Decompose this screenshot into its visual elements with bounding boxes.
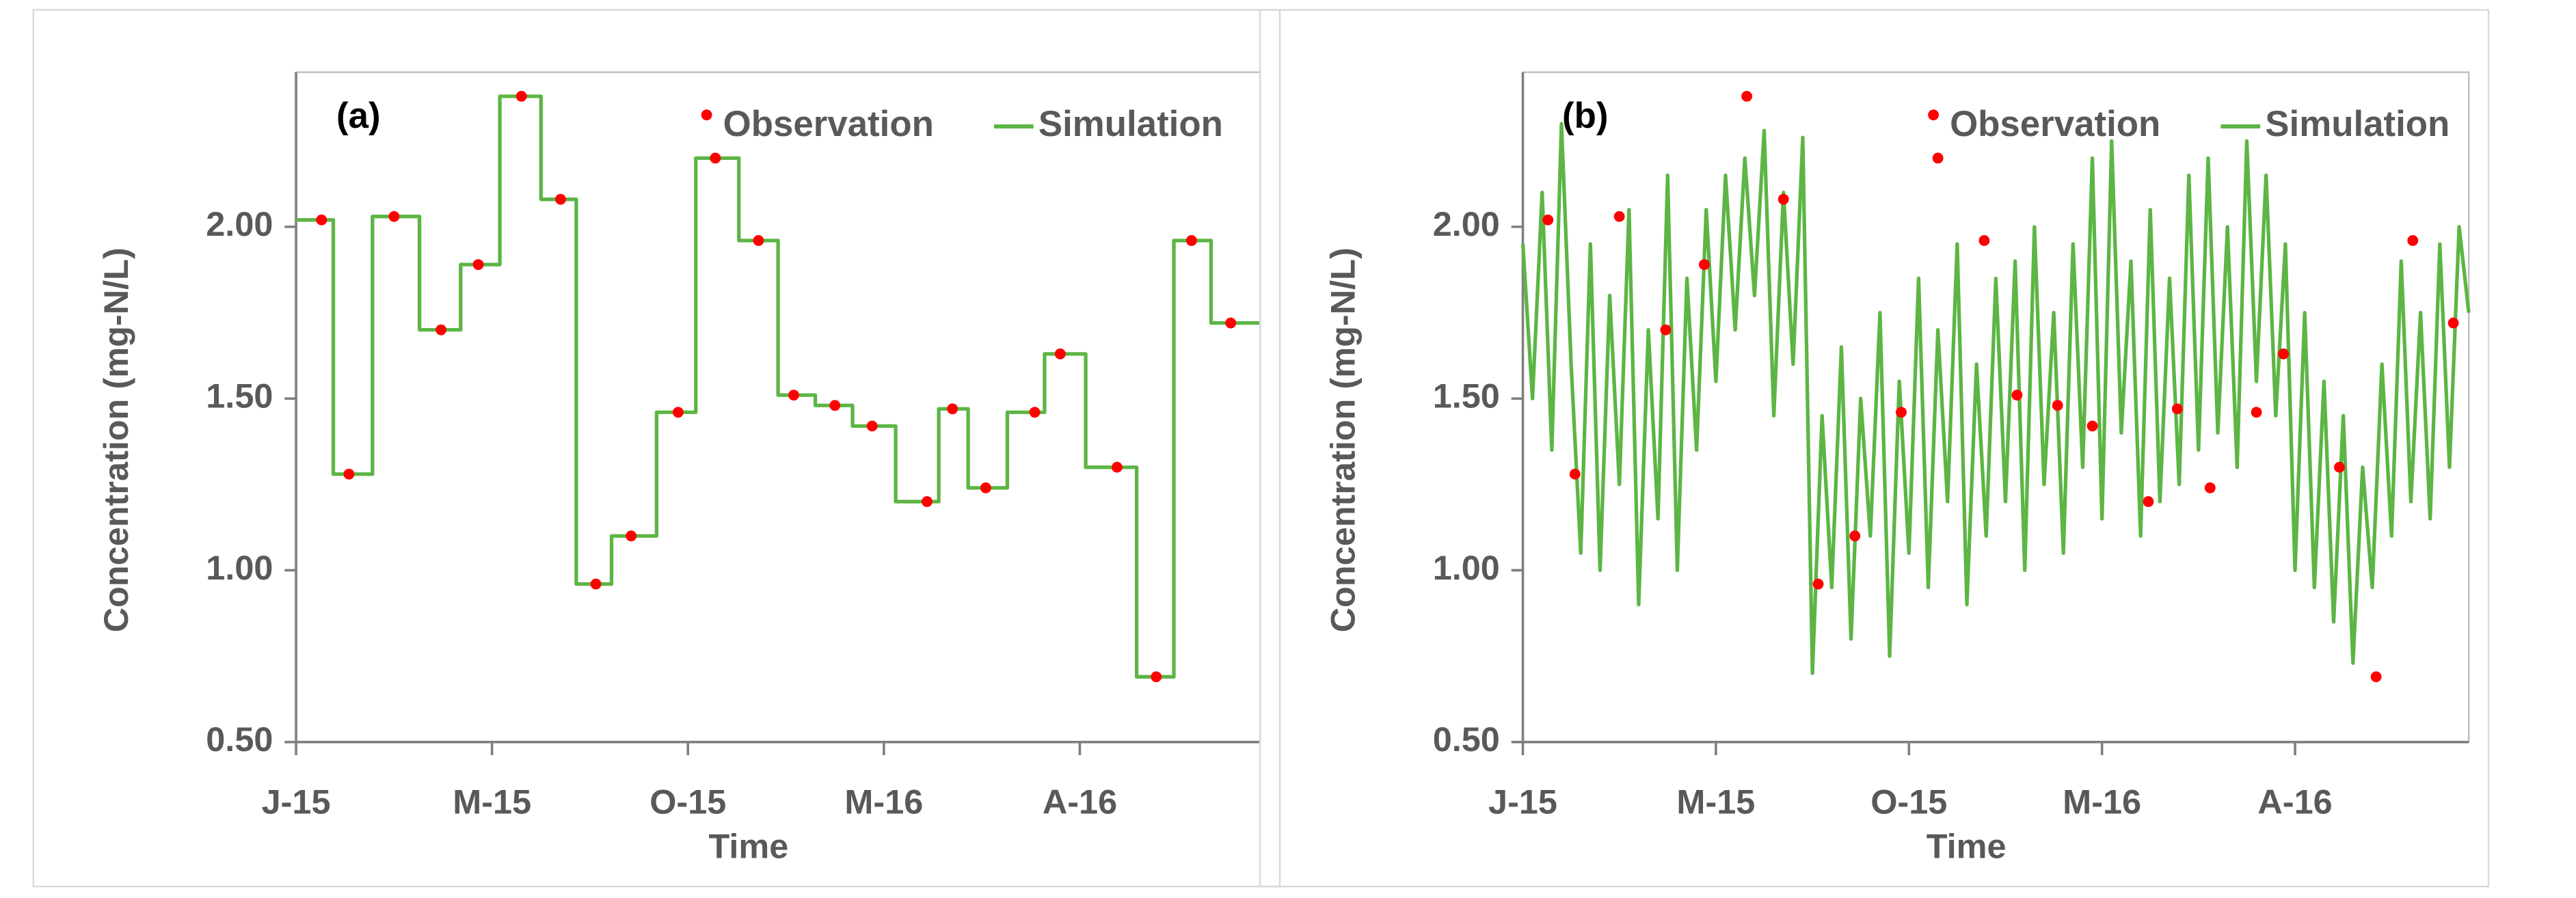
observation-point xyxy=(1932,152,1944,164)
observation-point xyxy=(1054,348,1066,359)
observation-point xyxy=(2370,671,2382,683)
x-tick-label: A-16 xyxy=(2257,782,2332,821)
observation-point xyxy=(435,324,447,336)
observation-point xyxy=(2407,235,2419,246)
observation-point xyxy=(1112,461,1123,473)
y-tick-label: 0.50 xyxy=(206,720,273,759)
y-tick-label: 1.00 xyxy=(1433,548,1500,587)
x-axis-label: Time xyxy=(1927,826,2007,865)
y-tick-label: 1.50 xyxy=(1433,377,1500,416)
y-tick-label: 1.00 xyxy=(206,548,273,587)
panel-title: (a) xyxy=(336,96,381,136)
observation-point xyxy=(343,468,355,480)
observation-point xyxy=(1849,530,1861,542)
observation-point xyxy=(2447,317,2459,329)
observation-point xyxy=(515,90,527,102)
observation-point xyxy=(1029,407,1041,418)
observation-point xyxy=(710,152,721,164)
x-tick-label: M-15 xyxy=(453,782,531,821)
x-tick-label: M-16 xyxy=(844,782,923,821)
observation-point xyxy=(555,193,566,205)
observation-point xyxy=(1569,468,1581,480)
x-axis-label: Time xyxy=(708,826,788,865)
observation-point xyxy=(2204,482,2216,493)
observation-point xyxy=(2087,420,2098,432)
plot-border xyxy=(1522,71,2470,743)
observation-point xyxy=(1777,193,1789,205)
observation-point xyxy=(947,403,958,415)
observation-point xyxy=(2334,461,2345,473)
observation-point xyxy=(2278,348,2290,359)
x-tick-label: J-15 xyxy=(1488,782,1557,821)
legend-marker xyxy=(1928,109,1939,121)
legend-marker xyxy=(701,109,712,121)
observation-point xyxy=(2143,496,2154,507)
legend-label: Observation xyxy=(723,104,934,144)
observation-point xyxy=(2171,403,2183,415)
plot-border xyxy=(295,71,1261,743)
simulation-line xyxy=(1520,122,2471,675)
y-tick-label: 2.00 xyxy=(1433,204,1500,243)
observation-point xyxy=(1660,324,1672,336)
observation-point xyxy=(673,407,684,418)
observation-point xyxy=(316,214,327,226)
observation-point xyxy=(626,530,637,542)
panel-title: (b) xyxy=(1562,96,1608,136)
x-tick-label: A-16 xyxy=(1043,782,1117,821)
observation-point xyxy=(1978,235,1990,246)
y-axis-label: Concentration (mg-N/L) xyxy=(1323,247,1362,632)
observation-point xyxy=(980,482,991,493)
observation-point xyxy=(1151,671,1162,683)
y-tick-label: 2.00 xyxy=(206,204,273,243)
y-axis-label: Concentration (mg-N/L) xyxy=(96,247,135,632)
legend-label: Simulation xyxy=(2265,104,2450,144)
panel-frame xyxy=(1259,9,2490,888)
observation-point xyxy=(788,390,799,401)
y-tick-label: 0.50 xyxy=(1433,720,1500,759)
observation-point xyxy=(753,235,764,246)
observation-point xyxy=(590,578,602,590)
x-tick-label: M-16 xyxy=(2063,782,2141,821)
x-tick-label: J-15 xyxy=(262,782,331,821)
observation-point xyxy=(1896,407,1907,418)
observation-point xyxy=(1542,214,1554,226)
x-tick-label: M-15 xyxy=(1676,782,1755,821)
observation-point xyxy=(2052,400,2063,411)
observation-point xyxy=(1741,90,1753,102)
observation-point xyxy=(1185,235,1197,246)
observation-point xyxy=(1225,317,1237,329)
panel-frame xyxy=(32,9,1281,888)
observation-point xyxy=(829,400,841,411)
observation-point xyxy=(922,496,933,507)
x-tick-label: O-15 xyxy=(1870,782,1947,821)
observation-point xyxy=(388,210,400,222)
observation-point xyxy=(1699,259,1710,271)
x-tick-label: O-15 xyxy=(649,782,726,821)
observation-point xyxy=(1613,210,1625,222)
observation-point xyxy=(866,420,878,432)
simulation-line xyxy=(296,94,1261,679)
legend-label: Observation xyxy=(1950,104,2160,144)
legend-label: Simulation xyxy=(1038,104,1223,144)
observation-point xyxy=(472,259,484,271)
observation-point xyxy=(1812,578,1824,590)
observation-point xyxy=(2251,407,2262,418)
observation-point xyxy=(2011,390,2023,401)
y-tick-label: 1.50 xyxy=(206,377,273,416)
